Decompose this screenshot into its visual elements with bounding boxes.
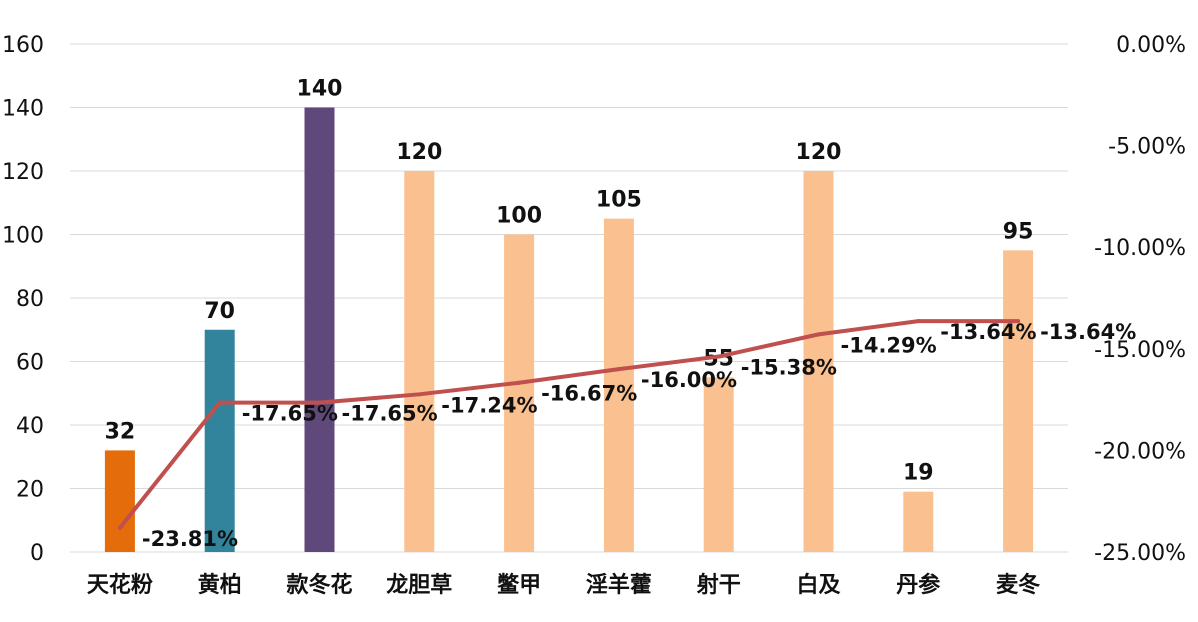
- line-value-label: -17.65%: [342, 402, 438, 426]
- line-value-label: -17.65%: [242, 402, 338, 426]
- y-right-tick-label: -5.00%: [1108, 135, 1186, 160]
- bar: [903, 491, 934, 552]
- category-label: 麦冬: [996, 572, 1040, 598]
- bar: [803, 171, 834, 552]
- bar-value-label: 95: [1003, 219, 1034, 244]
- y-left-tick-label: 20: [16, 478, 44, 503]
- line-point: [1016, 319, 1021, 324]
- y-left-tick-label: 80: [16, 287, 44, 312]
- y-left-tick-label: 60: [16, 351, 44, 376]
- bar: [304, 107, 335, 552]
- line-value-label: -16.67%: [541, 382, 637, 406]
- category-label: 丹参: [896, 572, 940, 598]
- category-label: 黄柏: [198, 572, 242, 598]
- line-point: [317, 400, 322, 405]
- y-left-tick-label: 160: [2, 33, 44, 58]
- line-value-label: -16.00%: [641, 368, 737, 392]
- bar: [104, 450, 135, 552]
- line-value-label: -17.24%: [441, 393, 537, 417]
- category-label: 白及: [796, 572, 841, 598]
- y-left-tick-label: 100: [2, 224, 44, 249]
- y-right-tick-label: 0.00%: [1116, 33, 1186, 58]
- bar-value-label: 140: [297, 77, 343, 102]
- line-point: [816, 332, 821, 337]
- bar-value-label: 70: [204, 299, 235, 324]
- y-right-tick-label: -25.00%: [1094, 541, 1186, 566]
- line-series: [117, 319, 1021, 530]
- bar: [204, 329, 235, 552]
- line-point: [616, 367, 621, 372]
- y-left-tick-label: 0: [30, 541, 44, 566]
- bar: [1003, 250, 1034, 552]
- bar-value-label: 120: [796, 140, 842, 165]
- y-right-tick-label: -10.00%: [1094, 236, 1186, 261]
- category-label: 鳖甲: [497, 572, 541, 598]
- bar: [703, 377, 734, 552]
- line-value-label: -13.64%: [940, 320, 1036, 344]
- y-right-tick-label: -15.00%: [1094, 338, 1186, 363]
- y-left-tick-label: 140: [2, 97, 44, 122]
- category-label: 天花粉: [87, 572, 153, 598]
- bar-value-label: 120: [396, 140, 442, 165]
- category-label: 淫羊藿: [586, 572, 652, 598]
- bar: [504, 234, 535, 552]
- category-label: 龙胆草: [386, 572, 452, 598]
- line-value-label: -15.38%: [741, 356, 837, 380]
- y-left-tick-label: 40: [16, 414, 44, 439]
- bar-value-label: 105: [596, 188, 642, 213]
- bar-value-label: 32: [105, 419, 136, 444]
- bar-value-label: 19: [903, 461, 934, 486]
- line-value-label: -14.29%: [841, 333, 937, 357]
- line-point: [517, 380, 522, 385]
- bar: [404, 171, 435, 552]
- line-point: [417, 392, 422, 397]
- y-right-tick-label: -20.00%: [1094, 439, 1186, 464]
- line-value-label: -23.81%: [142, 527, 238, 551]
- bar: [603, 218, 634, 552]
- category-label: 射干: [696, 572, 741, 598]
- line-point: [916, 319, 921, 324]
- line-point: [217, 400, 222, 405]
- line-value-label: -13.64%: [1040, 320, 1136, 344]
- bar-value-label: 100: [496, 204, 542, 229]
- category-label: 款冬花: [286, 572, 352, 598]
- line-point: [117, 525, 122, 530]
- line-point: [716, 354, 721, 359]
- y-left-tick-label: 120: [2, 160, 44, 185]
